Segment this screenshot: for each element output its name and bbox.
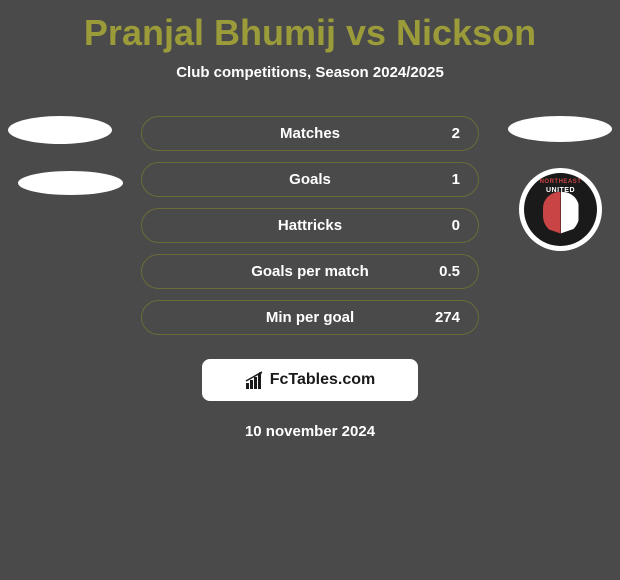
stat-label: Goals per match (251, 263, 369, 280)
stat-value: 2 (452, 125, 460, 142)
stat-label: Matches (280, 125, 340, 142)
stat-value: 274 (435, 309, 460, 326)
stat-label: Min per goal (266, 309, 354, 326)
page-subtitle: Club competitions, Season 2024/2025 (0, 64, 620, 81)
badge-text-top: NORTHEAST (540, 179, 582, 185)
date-text: 10 november 2024 (0, 423, 620, 440)
stat-value: 0.5 (439, 263, 460, 280)
placeholder-oval-left-top (8, 116, 112, 144)
stat-row-mpg: Min per goal 274 (141, 300, 479, 335)
stat-row-matches: Matches 2 (141, 116, 479, 151)
stat-label: Goals (289, 171, 331, 188)
stat-row-gpm: Goals per match 0.5 (141, 254, 479, 289)
stat-label: Hattricks (278, 217, 342, 234)
stat-value: 1 (452, 171, 460, 188)
page-title: Pranjal Bhumij vs Nickson (0, 0, 620, 54)
club-badge: NORTHEAST UNITED (519, 168, 602, 251)
badge-shield-icon (543, 192, 579, 234)
brand-logo-box: FcTables.com (202, 359, 418, 401)
stat-row-hattricks: Hattricks 0 (141, 208, 479, 243)
stat-row-goals: Goals 1 (141, 162, 479, 197)
stat-value: 0 (452, 217, 460, 234)
badge-outer-ring: NORTHEAST UNITED (524, 173, 597, 246)
placeholder-oval-left-mid (18, 171, 123, 195)
placeholder-oval-right-top (508, 116, 612, 142)
brand-name: FcTables.com (270, 371, 376, 389)
bar-chart-icon (245, 371, 265, 389)
main-content: NORTHEAST UNITED Matches 2 Goals 1 Hattr… (0, 116, 620, 335)
